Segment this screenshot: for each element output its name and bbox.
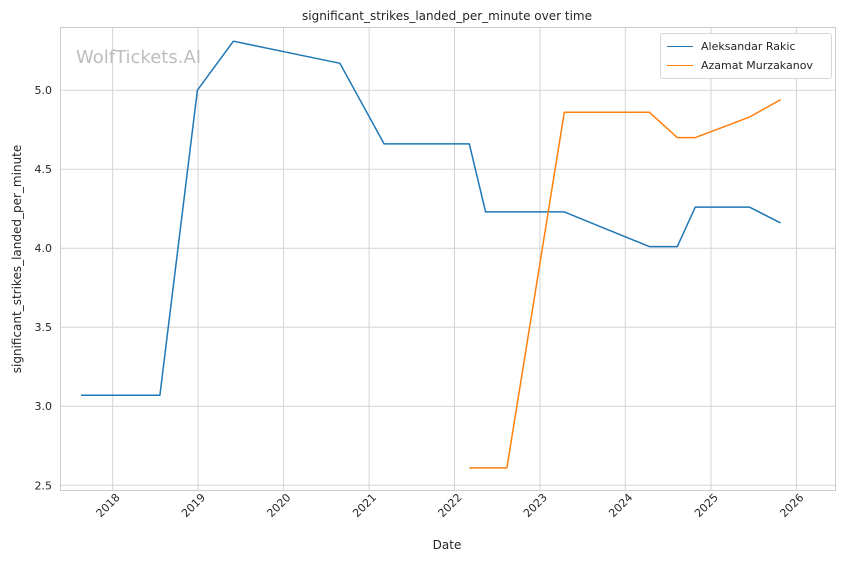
series-line	[469, 99, 781, 469]
x-tick-label: 2021	[350, 491, 379, 520]
x-tick-label: 2019	[179, 491, 208, 520]
legend-item: Aleksandar Rakic	[667, 38, 796, 54]
legend-label: Aleksandar Rakic	[701, 39, 796, 53]
x-tick-labels: 2018 2019 2020 2021 2022 2023 2024 2025 2026	[94, 491, 807, 520]
x-tick-label: 2018	[94, 491, 123, 520]
watermark-text: WolfTickets.AI	[76, 47, 202, 68]
y-tick-label: 3.5	[35, 321, 53, 334]
legend-swatch	[667, 64, 693, 66]
x-tick-label: 2023	[521, 491, 550, 520]
legend-swatch	[667, 45, 693, 47]
chart-title: significant_strikes_landed_per_minute ov…	[302, 9, 592, 23]
x-axis-label: Date	[433, 538, 462, 552]
x-tick-label: 2026	[777, 491, 806, 520]
legend: Aleksandar Rakic Azamat Murzakanov	[660, 33, 832, 79]
legend-label: Azamat Murzakanov	[701, 58, 813, 72]
x-tick-label: 2025	[692, 491, 721, 520]
y-tick-label: 4.0	[35, 242, 53, 255]
series-line	[81, 40, 781, 396]
x-tick-label: 2024	[606, 491, 635, 520]
legend-item: Azamat Murzakanov	[667, 57, 813, 73]
series-lines	[81, 40, 781, 469]
y-tick-label: 2.5	[35, 479, 53, 492]
y-tick-label: 4.5	[35, 163, 53, 176]
y-tick-label: 5.0	[35, 84, 53, 97]
y-axis-label: significant_strikes_landed_per_minute	[10, 145, 24, 374]
y-tick-label: 3.0	[35, 400, 53, 413]
plot-area-frame	[60, 27, 836, 491]
y-tick-labels: 2.5 3.0 3.5 4.0 4.5 5.0	[35, 84, 53, 492]
x-tick-label: 2020	[264, 491, 293, 520]
grid-lines	[60, 27, 835, 490]
x-tick-label: 2022	[436, 491, 465, 520]
